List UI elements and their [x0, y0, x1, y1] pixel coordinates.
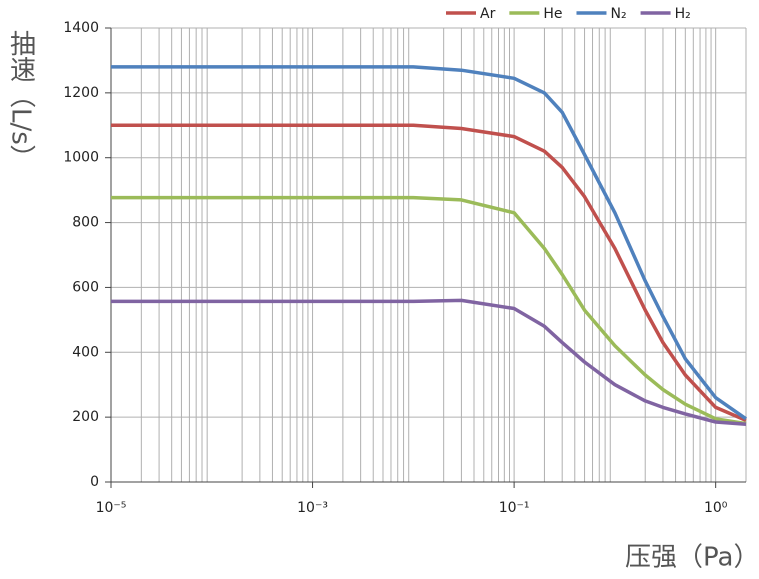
legend-label: N₂ — [610, 6, 626, 22]
series-line — [111, 298, 747, 427]
x-tick-label: 10⁰ — [704, 500, 728, 516]
y-tick-label: 1000 — [63, 150, 99, 166]
x-tick-label: 10⁻³ — [297, 500, 328, 516]
y-tick-label: 200 — [72, 409, 99, 425]
legend-label: Ar — [480, 6, 496, 22]
series-line — [111, 123, 747, 423]
x-axis-title: 压强（Pa） — [625, 543, 759, 573]
legend-item: N₂ — [576, 6, 627, 22]
legend-item: He — [509, 6, 562, 22]
y-tick-label: 1200 — [63, 85, 99, 101]
y-tick-label: 400 — [72, 344, 99, 360]
legend-item: Ar — [446, 6, 496, 22]
y-axis-title: 抽速（L/s） — [6, 30, 36, 171]
legend-label: H₂ — [675, 6, 691, 22]
legend-label: He — [543, 6, 562, 22]
y-tick-label: 600 — [72, 279, 99, 295]
x-tick-label: 10⁻¹ — [499, 500, 530, 516]
series-line — [111, 195, 747, 426]
y-tick-label: 0 — [90, 474, 99, 490]
y-tick-label: 1400 — [63, 20, 99, 36]
series-line — [111, 65, 748, 421]
x-tick-label: 10⁻⁵ — [96, 500, 127, 516]
y-tick-label: 800 — [72, 215, 99, 231]
legend-item: H₂ — [640, 6, 691, 22]
